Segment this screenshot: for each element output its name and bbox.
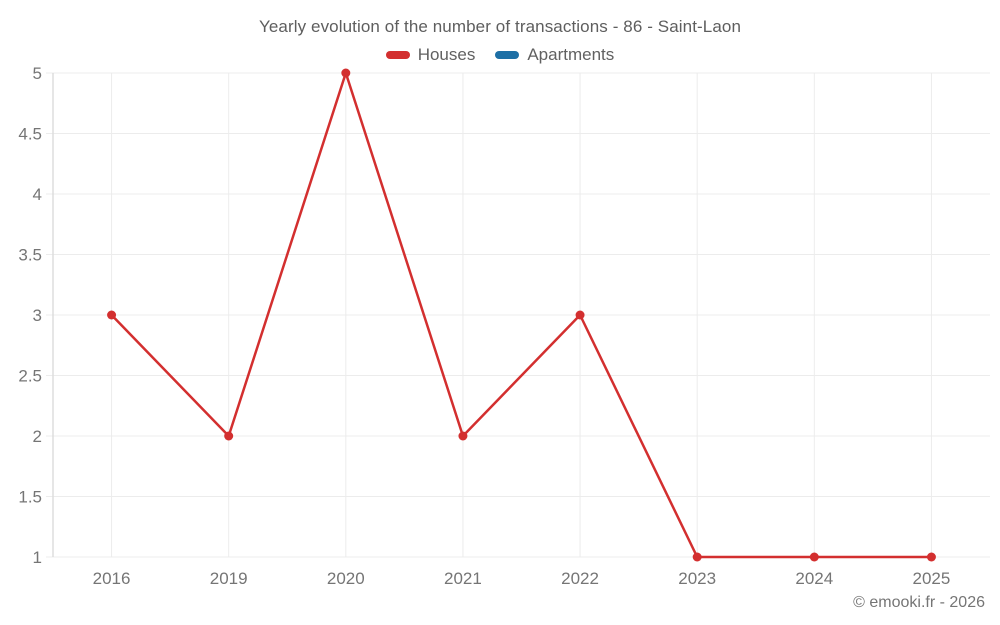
y-tick-label: 5 xyxy=(33,64,42,83)
x-tick-label: 2021 xyxy=(444,569,482,588)
y-tick-label: 2.5 xyxy=(18,367,42,386)
y-tick-label: 1.5 xyxy=(18,488,42,507)
houses-data-point[interactable] xyxy=(926,552,936,562)
y-tick-label: 3.5 xyxy=(18,246,42,265)
legend-label: Apartments xyxy=(527,45,615,64)
x-tick-label: 2020 xyxy=(327,569,365,588)
legend-swatch-apartments xyxy=(495,51,520,59)
houses-line xyxy=(110,71,933,559)
y-tick-label: 4.5 xyxy=(18,125,42,144)
x-tick-label: 2022 xyxy=(561,569,599,588)
x-tick-label: 2024 xyxy=(795,569,833,588)
x-tick-label: 2019 xyxy=(210,569,248,588)
houses-data-point[interactable] xyxy=(224,431,234,441)
legend-item-apartments[interactable]: Apartments xyxy=(495,45,614,65)
x-tick-label: 2025 xyxy=(913,569,951,588)
houses-data-point[interactable] xyxy=(107,310,117,320)
y-tick-label: 3 xyxy=(33,306,42,325)
x-tick-label: 2023 xyxy=(678,569,716,588)
houses-data-point[interactable] xyxy=(575,310,585,320)
houses-data-point[interactable] xyxy=(341,68,351,78)
y-tick-label: 2 xyxy=(33,427,42,446)
legend: Houses Apartments xyxy=(0,45,1000,65)
houses-data-point[interactable] xyxy=(809,552,819,562)
y-tick-label: 4 xyxy=(33,185,42,204)
copyright: © emooki.fr - 2026 xyxy=(853,594,985,611)
x-tick-label: 2016 xyxy=(93,569,131,588)
legend-label: Houses xyxy=(417,45,476,64)
legend-swatch-houses xyxy=(385,51,410,59)
legend-item-houses[interactable]: Houses xyxy=(385,45,476,65)
y-tick-label: 1 xyxy=(33,548,42,567)
chart-title: Yearly evolution of the number of transa… xyxy=(258,17,742,36)
houses-data-point[interactable] xyxy=(692,552,702,562)
houses-data-point[interactable] xyxy=(458,431,468,441)
